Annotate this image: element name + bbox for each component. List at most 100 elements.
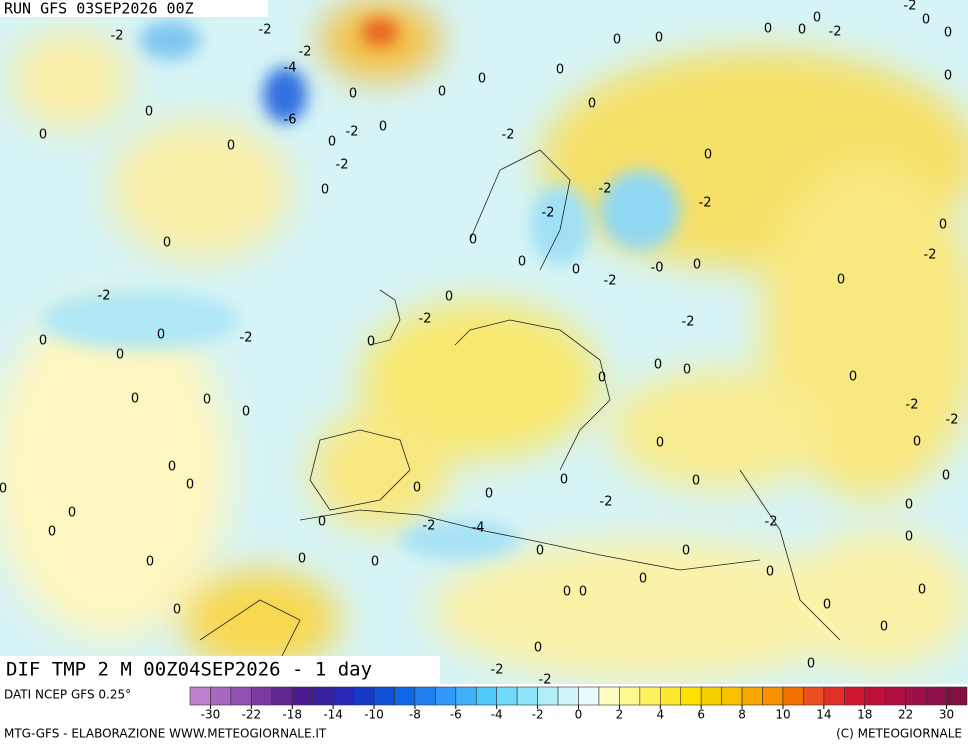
contour-label: 0	[572, 263, 580, 278]
colorbar-label: -30	[201, 708, 221, 722]
contour-label: 0	[469, 233, 477, 248]
colorbar-swatch	[414, 686, 436, 706]
contour-label: 0	[880, 620, 888, 635]
contour-label: 0	[913, 435, 921, 450]
contour-label: 0	[39, 128, 47, 143]
colorbar-swatch	[353, 686, 375, 706]
contour-label: -2	[906, 398, 919, 413]
field-label: DIF TMP 2 M 00Z04SEP2026 - 1 day	[6, 659, 372, 681]
contour-label: -2	[346, 125, 359, 140]
colorbar-swatch	[475, 686, 498, 706]
contour-label: 0	[905, 498, 913, 513]
colorbar-swatch	[823, 686, 845, 706]
contour-label: -2	[904, 0, 917, 14]
contour-label: -2	[423, 519, 436, 534]
colorbar-swatch	[496, 686, 518, 706]
colorbar-label: -2	[532, 708, 544, 722]
colorbar-swatch	[271, 686, 293, 706]
contour-label: 0	[371, 555, 379, 570]
colorbar-swatch	[537, 686, 559, 706]
contour-label: 0	[163, 236, 171, 251]
colorbar-swatch	[578, 686, 600, 706]
colorbar-label: 30	[939, 708, 954, 722]
contour-label: -2	[682, 315, 695, 330]
contour-label: 0	[560, 473, 568, 488]
colorbar-label: 4	[656, 708, 664, 722]
contour-label: 0	[518, 255, 526, 270]
contour-label: 0	[445, 290, 453, 305]
contour-label: 0	[534, 641, 542, 656]
colorbar-label: -18	[282, 708, 302, 722]
contour-label: 0	[918, 583, 926, 598]
colorbar-swatch	[659, 686, 682, 706]
contour-label: 0	[944, 69, 952, 84]
contour-label: 0	[242, 405, 250, 420]
contour-label: -2	[599, 182, 612, 197]
contour-label: 0	[922, 13, 930, 28]
colorbar-swatch	[884, 686, 906, 706]
contour-label: 0	[588, 97, 596, 112]
contour-label: 0	[146, 555, 154, 570]
colorbar-swatch	[619, 686, 641, 706]
colorbar-label: 2	[616, 708, 624, 722]
colorbar-label: -22	[242, 708, 262, 722]
colorbar-swatch	[700, 686, 722, 706]
contour-label: -2	[419, 312, 432, 327]
contour-label: 0	[298, 552, 306, 567]
colorbar-swatch	[741, 686, 763, 706]
colorbar-swatch	[925, 686, 947, 706]
contour-label: -6	[284, 113, 297, 128]
contour-label: 0	[227, 139, 235, 154]
contour-label: 0	[318, 515, 326, 530]
colorbar-swatch	[435, 686, 457, 706]
contour-label: -2	[259, 23, 272, 38]
run-box	[0, 0, 268, 17]
contour-label: 0	[693, 258, 701, 273]
contour-label: 0	[579, 585, 587, 600]
contour-label: 0	[367, 335, 375, 350]
colorbar-swatch	[230, 686, 252, 706]
colorbar-swatch	[803, 686, 825, 706]
contour-label: 0	[905, 530, 913, 545]
contour-label: 0	[328, 135, 336, 150]
copyright-label: (C) METEOGIORNALE	[836, 727, 962, 741]
contour-label: 0	[48, 525, 56, 540]
contour-label: 0	[798, 23, 806, 38]
colorbar-label: 22	[898, 708, 913, 722]
contour-label: 0	[598, 371, 606, 386]
colorbar-label: 8	[738, 708, 746, 722]
colorbar-swatch	[598, 686, 620, 706]
contour-label: -2	[765, 515, 778, 530]
colorbar-label: 0	[575, 708, 583, 722]
contour-label: 0	[485, 487, 493, 502]
contour-label: 0	[823, 598, 831, 613]
contour-label: 0	[321, 183, 329, 198]
colorbar-label: 10	[775, 708, 790, 722]
colorbar-swatch	[291, 686, 313, 706]
contour-label: 0	[173, 603, 181, 618]
contour-label: -2	[699, 196, 712, 211]
contour-label: 0	[813, 11, 821, 26]
contour-label: 0	[116, 348, 124, 363]
colorbar-swatch	[946, 686, 968, 706]
colorbar-swatch	[394, 686, 416, 706]
colorbar-label: -6	[450, 708, 462, 722]
contour-label: -2	[946, 413, 959, 428]
colorbar-swatch	[557, 686, 579, 706]
contour-label: 0	[157, 328, 165, 343]
contour-label: 0	[656, 436, 664, 451]
colorbar-label: 18	[857, 708, 872, 722]
contour-label: -2	[539, 673, 552, 688]
contour-label: -2	[829, 25, 842, 40]
colorbar-label: 14	[816, 708, 831, 722]
contour-label: 0	[379, 120, 387, 135]
contour-label: 0	[807, 657, 815, 672]
contour-label: 0	[186, 478, 194, 493]
contour-label: -2	[542, 206, 555, 221]
contour-label: 0	[39, 334, 47, 349]
contour-label: 0	[654, 358, 662, 373]
source-label: DATI NCEP GFS 0.25°	[4, 688, 131, 702]
contour-label: 0	[413, 481, 421, 496]
contour-label: -2	[240, 331, 253, 346]
